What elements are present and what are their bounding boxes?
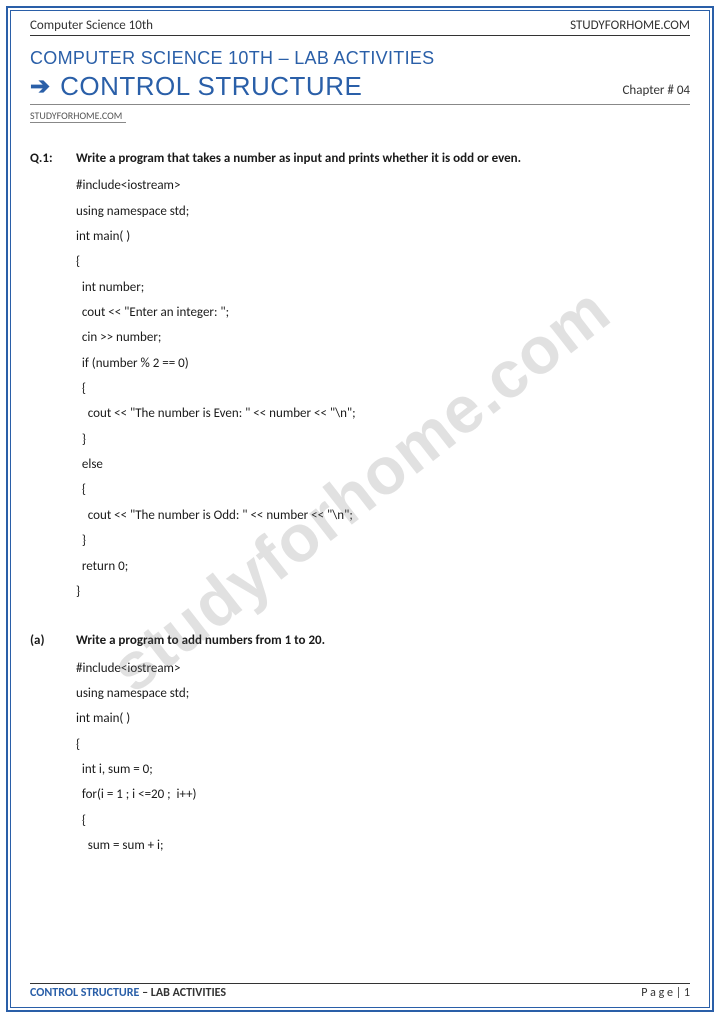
code-line: int number;	[76, 275, 690, 300]
code-line: int main( )	[76, 224, 690, 249]
code-line: using namespace std;	[76, 681, 690, 706]
subtitle-left: ➔ CONTROL STRUCTURE	[30, 71, 362, 102]
code-line: sum = sum + i;	[76, 833, 690, 858]
code-line: for(i = 1 ; i <=20 ; i++)	[76, 782, 690, 807]
question-title: Write a program to add numbers from 1 to…	[76, 628, 690, 653]
chapter-label: Chapter # 04	[622, 83, 690, 98]
code-line: {	[76, 249, 690, 274]
code-line: cout << "Enter an integer: ";	[76, 300, 690, 325]
question-title: Write a program that takes a number as i…	[76, 146, 690, 171]
header-right: STUDYFORHOME.COM	[570, 18, 690, 33]
code-line: else	[76, 452, 690, 477]
page-title: COMPUTER SCIENCE 10TH – LAB ACTIVITIES	[30, 48, 690, 69]
footer-row: CONTROL STRUCTURE – LAB ACTIVITIES P a g…	[30, 983, 690, 1000]
code-line: {	[76, 732, 690, 757]
question-label: Q.1:	[30, 146, 64, 604]
code-line: }	[76, 427, 690, 452]
question-block: (a) Write a program to add numbers from …	[30, 628, 690, 858]
header-row: Computer Science 10th STUDYFORHOME.COM	[30, 18, 690, 36]
page-content: Computer Science 10th STUDYFORHOME.COM C…	[14, 14, 706, 1004]
code-line: return 0;	[76, 554, 690, 579]
subtitle-text: CONTROL STRUCTURE	[60, 71, 362, 102]
code-line: cout << "The number is Odd: " << number …	[76, 503, 690, 528]
code-line: #include<iostream>	[76, 173, 690, 198]
code-line: cout << "The number is Even: " << number…	[76, 401, 690, 426]
code-line: cin >> number;	[76, 325, 690, 350]
subtitle-row: ➔ CONTROL STRUCTURE Chapter # 04	[30, 71, 690, 105]
site-tag: STUDYFORHOME.COM	[30, 109, 126, 123]
code-line: {	[76, 376, 690, 401]
code-line: {	[76, 477, 690, 502]
code-line: if (number % 2 == 0)	[76, 351, 690, 376]
code-line: int main( )	[76, 706, 690, 731]
code-line: }	[76, 579, 690, 604]
footer-left: CONTROL STRUCTURE – LAB ACTIVITIES	[30, 986, 226, 1000]
footer-left-strong: CONTROL STRUCTURE	[30, 986, 139, 1000]
question-content: Write a program that takes a number as i…	[76, 146, 690, 604]
code-line: {	[76, 808, 690, 833]
header-left: Computer Science 10th	[30, 18, 153, 33]
code-line: int i, sum = 0;	[76, 757, 690, 782]
footer-right: P a g e | 1	[641, 986, 690, 1000]
code-line: using namespace std;	[76, 199, 690, 224]
question-block: Q.1: Write a program that takes a number…	[30, 146, 690, 604]
body-area: Q.1: Write a program that takes a number…	[30, 146, 690, 858]
code-line: #include<iostream>	[76, 656, 690, 681]
footer-left-rest: – LAB ACTIVITIES	[139, 986, 226, 1000]
question-label: (a)	[30, 628, 64, 858]
question-content: Write a program to add numbers from 1 to…	[76, 628, 690, 858]
code-line: }	[76, 528, 690, 553]
arrow-icon: ➔	[30, 72, 50, 101]
